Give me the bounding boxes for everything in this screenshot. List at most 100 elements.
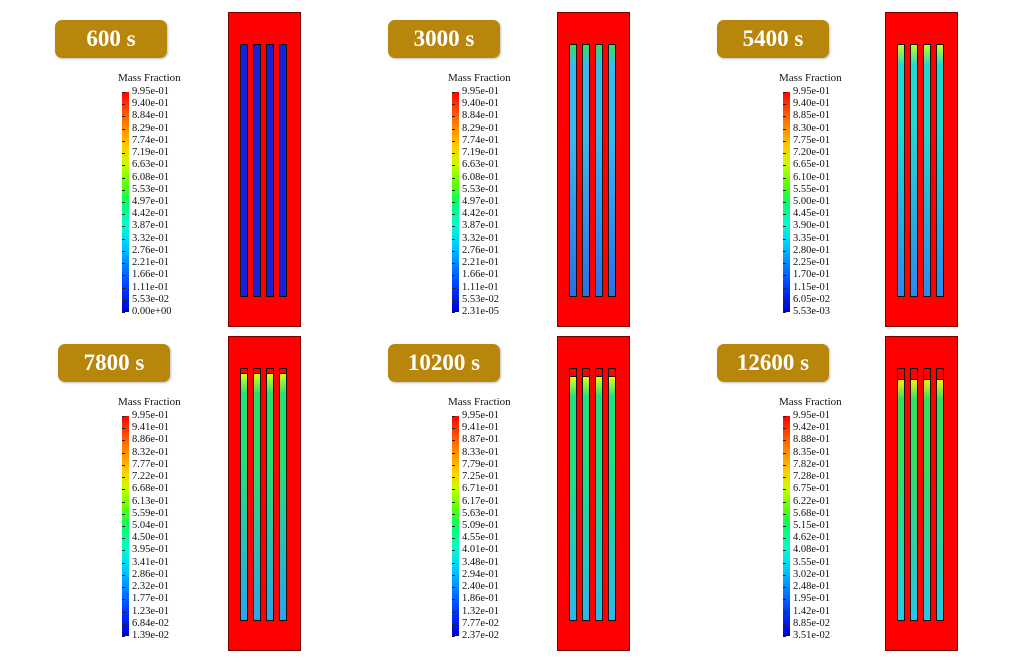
legend-value: 5.55e-01 <box>793 183 831 195</box>
colorbar-tick <box>122 104 125 106</box>
colorbar-tick <box>452 550 455 552</box>
colorbar-tick <box>452 501 455 503</box>
colorbar-tick <box>783 177 786 179</box>
colorbar-tick <box>783 464 786 466</box>
colorbar <box>783 416 790 636</box>
domain-contour <box>885 12 958 327</box>
legend-value: 4.97e-01 <box>462 196 500 207</box>
legend-value: 7.19e-01 <box>132 147 170 159</box>
tube-channel <box>910 44 918 297</box>
colorbar-tick <box>122 275 125 277</box>
legend-value: 8.84e-01 <box>462 110 500 122</box>
colorbar-tick <box>783 526 786 527</box>
tube-channel <box>595 376 603 621</box>
legend-value: 3.95e-01 <box>132 544 170 556</box>
colorbar-tick <box>783 128 786 130</box>
legend-value: 2.31e-05 <box>462 306 500 317</box>
tube-channel <box>253 373 261 621</box>
legend-title: Mass Fraction <box>118 396 181 408</box>
legend-value: 1.39e-02 <box>132 630 170 641</box>
legend-value: 7.74e-01 <box>132 134 170 146</box>
legend-value: 6.08e-01 <box>132 171 170 183</box>
colorbar-tick <box>122 416 125 417</box>
colorbar-tick <box>122 140 125 142</box>
colorbar-tick <box>783 538 786 540</box>
colorbar-tick <box>452 452 455 454</box>
legend-value: 9.95e-01 <box>132 86 170 97</box>
legend-value: 5.09e-01 <box>462 520 500 531</box>
legend-value: 8.85e-02 <box>793 617 831 629</box>
time-badge: 7800 s <box>58 344 170 382</box>
time-badge: 600 s <box>55 20 167 58</box>
legend-value: 1.70e-01 <box>793 269 831 281</box>
colorbar-tick <box>783 312 786 313</box>
legend-value: 6.71e-01 <box>462 483 500 495</box>
time-badge: 12600 s <box>717 344 829 382</box>
legend-value: 3.35e-01 <box>793 232 831 244</box>
colorbar <box>452 416 459 636</box>
colorbar-tick <box>452 574 455 576</box>
legend-title: Mass Fraction <box>118 72 181 84</box>
legend-value: 7.77e-01 <box>132 458 170 470</box>
colorbar-tick <box>122 299 125 301</box>
colorbar-tick <box>452 477 455 479</box>
legend-value: 4.97e-01 <box>132 196 170 207</box>
legend-value: 6.75e-01 <box>793 483 831 495</box>
legend-value: 3.02e-01 <box>793 568 831 580</box>
legend-value: 2.32e-01 <box>132 581 170 593</box>
colorbar-tick <box>783 562 786 564</box>
colorbar-tick <box>452 464 455 466</box>
contour-panel: 600 s Mass Fraction 9.95e-01 9.40e-01 8.84e-… <box>55 12 385 337</box>
legend-value: 2.37e-02 <box>462 630 500 641</box>
legend-value: 2.40e-01 <box>462 581 500 593</box>
colorbar-tick <box>122 452 125 454</box>
tube-channel <box>582 44 590 297</box>
contour-panel: 10200 s Mass Fraction 9.95e-01 9.41e-01 8.87… <box>388 336 718 661</box>
legend-value: 2.94e-01 <box>462 568 500 580</box>
legend-value: 2.48e-01 <box>793 581 831 593</box>
legend-value: 5.53e-02 <box>132 293 170 305</box>
legend-value: 8.29e-01 <box>462 122 500 134</box>
legend-value: 1.23e-01 <box>132 605 170 617</box>
colorbar-tick <box>783 440 786 442</box>
colorbar-tick <box>452 440 455 442</box>
tube-channel <box>936 44 944 297</box>
colorbar-tick <box>122 550 125 552</box>
legend-value: 4.45e-01 <box>793 208 831 220</box>
colorbar-tick <box>452 623 455 625</box>
colorbar-tick <box>452 416 455 417</box>
legend-value: 7.79e-01 <box>462 458 500 470</box>
colorbar-tick <box>452 153 455 155</box>
legend-value: 1.11e-01 <box>462 281 499 293</box>
colorbar-tick <box>783 104 786 106</box>
colorbar-tick <box>122 477 125 479</box>
colorbar-tick <box>122 636 125 637</box>
colorbar <box>452 92 459 312</box>
colorbar-tick <box>452 275 455 277</box>
colorbar-tick <box>452 214 455 216</box>
colorbar-tick <box>783 263 786 265</box>
colorbar-tick <box>452 140 455 142</box>
tube-channel <box>595 44 603 297</box>
legend-title: Mass Fraction <box>779 72 842 84</box>
time-badge: 3000 s <box>388 20 500 58</box>
legend-value: 7.20e-01 <box>793 147 831 159</box>
tube-channel <box>279 373 287 621</box>
legend-title: Mass Fraction <box>448 72 511 84</box>
colorbar-tick <box>122 599 125 601</box>
tube-channel <box>897 44 905 297</box>
legend-value: 5.53e-02 <box>462 293 500 305</box>
colorbar-tick <box>122 611 125 613</box>
colorbar-tick <box>783 623 786 625</box>
legend-value: 8.35e-01 <box>793 446 831 458</box>
colorbar-tick <box>452 513 455 515</box>
legend-value: 9.95e-01 <box>462 86 500 97</box>
colorbar-tick <box>452 116 455 118</box>
legend-value: 6.10e-01 <box>793 171 831 183</box>
legend-value: 1.77e-01 <box>132 593 170 605</box>
legend-value: 9.95e-01 <box>462 410 500 421</box>
colorbar-tick <box>452 263 455 265</box>
tube-channel <box>240 44 248 297</box>
colorbar-tick <box>122 287 125 289</box>
legend-value: 3.32e-01 <box>132 232 170 244</box>
